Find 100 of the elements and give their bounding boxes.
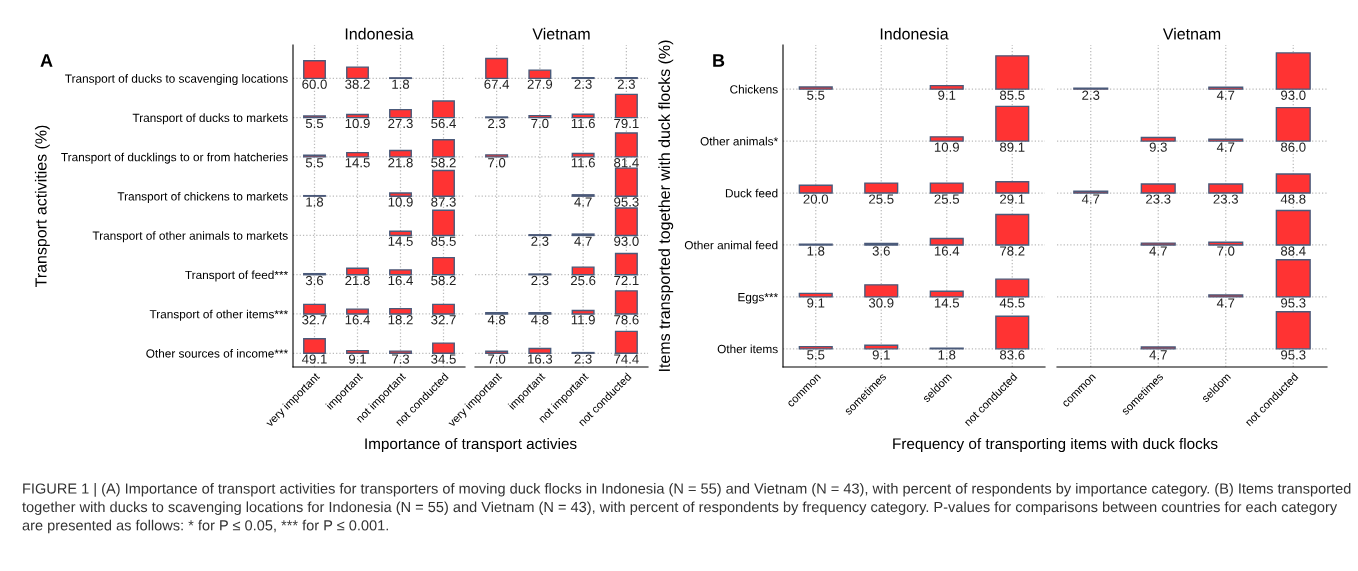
data-label: 2.3 — [574, 354, 592, 364]
data-label: 93.0 — [1281, 90, 1306, 100]
data-label: 7.0 — [488, 354, 506, 364]
caption: FIGURE 1 | (A) Importance of transport activities for transporters of moving duck flocks in Indonesia (N = 55) and Vietnam (N = 43), with percent of respondents by importance category. (B) Items transported together with ducks to scavenging locations for Indonesia (N = 55) and Vietnam (N = 43), with percent of respondents by frequency category. P-values for comparisons between countries for each category are presented as follows: * for P ≤ 0.05, *** for P ≤ 0.001. — [22, 483, 1351, 534]
text: Vietnam — [1162, 27, 1221, 40]
chart-title: B — [713, 54, 725, 67]
data-label: 7.3 — [392, 354, 410, 364]
data-label: 89.1 — [999, 142, 1025, 152]
data-label: 9.1 — [348, 354, 367, 364]
data-label: 5.5 — [807, 90, 825, 100]
data-label: 4.7 — [1216, 90, 1235, 100]
data-label: 95.3 — [1281, 350, 1306, 360]
data-label: 74.4 — [614, 354, 639, 364]
data-label: 11.6 — [571, 118, 595, 129]
data-label: 45.5 — [999, 298, 1025, 308]
data-label: 14.5 — [934, 298, 960, 308]
data-label: 4.8 — [487, 315, 506, 325]
data-label: 2.3 — [531, 275, 549, 286]
data-label: 2.3 — [1082, 90, 1100, 100]
data-label: 2.3 — [617, 79, 635, 89]
y-axis-title: Items transported together with duck flocks (%) — [658, 40, 674, 371]
data-label: 58.2 — [431, 158, 456, 168]
data-label: 38.2 — [345, 79, 370, 89]
data-label: 11.9 — [571, 315, 595, 325]
data-label: 9.1 — [938, 90, 956, 100]
data-label: 49.1 — [301, 354, 327, 364]
data-label: 9.1 — [872, 350, 890, 360]
data-label: 78.2 — [1000, 246, 1025, 256]
data-label: 85.5 — [999, 90, 1025, 100]
data-label: 5.5 — [305, 118, 324, 129]
data-label: 83.6 — [999, 350, 1025, 360]
data-label: 34.5 — [431, 354, 456, 364]
y-tick-label: Transport of other animals to markets — [92, 231, 288, 243]
data-label: 16.4 — [934, 246, 960, 256]
data-label: 95.3 — [1281, 298, 1306, 308]
data-label: 27.9 — [527, 79, 553, 89]
y-tick-label: Duck feed — [725, 188, 778, 198]
data-label: 86.0 — [1280, 142, 1306, 152]
data-label: 88.4 — [1280, 246, 1306, 256]
data-label: 60.0 — [302, 79, 327, 89]
data-label: 30.9 — [868, 298, 894, 308]
data-label: 79.1 — [614, 118, 639, 129]
x-axis-title: Importance of transport activies — [365, 437, 577, 453]
data-label: 72.1 — [614, 275, 639, 286]
y-axis-title: Transport activities (%) — [34, 125, 50, 287]
data-label: 11.6 — [571, 158, 595, 168]
data-label: 18.2 — [388, 315, 413, 325]
data-label: 2.3 — [531, 236, 549, 246]
data-label: 95.3 — [614, 197, 639, 207]
y-tick-label: Other animal feed — [684, 240, 778, 250]
data-label: 10.9 — [345, 118, 370, 129]
data-label: 3.6 — [305, 275, 324, 286]
y-tick-label: Transport of ducks to scavenging locations — [65, 74, 288, 86]
text: Indonesia — [345, 27, 414, 40]
y-tick-label: Other sources of income*** — [146, 348, 288, 358]
data-label: 21.8 — [388, 158, 413, 168]
data-label: 25.5 — [934, 194, 960, 204]
data-label: 7.0 — [531, 118, 549, 129]
x-axis-title: Frequency of transporting items with duck flocks — [893, 437, 1218, 453]
data-label: 9.1 — [807, 298, 825, 308]
data-label: 5.5 — [305, 158, 324, 168]
data-label: 85.5 — [431, 236, 456, 246]
y-tick-label: Transport of feed*** — [185, 270, 288, 282]
data-label: 7.0 — [1217, 246, 1235, 256]
text: Indonesia — [880, 27, 949, 40]
data-label: 93.0 — [614, 236, 639, 246]
y-tick-label: Chickens — [730, 84, 778, 94]
data-label: 9.3 — [1149, 142, 1167, 152]
data-label: 14.5 — [388, 236, 413, 246]
data-label: 3.6 — [872, 246, 890, 256]
data-label: 16.4 — [345, 315, 370, 325]
data-label: 23.3 — [1146, 194, 1171, 204]
data-label: 10.9 — [934, 142, 959, 152]
data-label: 4.7 — [574, 197, 592, 207]
data-label: 4.7 — [1216, 142, 1235, 152]
data-label: 16.3 — [528, 354, 553, 364]
data-label: 4.7 — [1149, 246, 1167, 256]
data-label: 1.8 — [807, 246, 825, 256]
data-label: 56.4 — [431, 118, 456, 129]
data-label: 27.3 — [388, 118, 413, 129]
data-label: 20.0 — [803, 194, 829, 204]
data-label: 1.8 — [306, 197, 324, 207]
text: A — [40, 54, 53, 67]
y-tick-label: Transport of ducks to markets — [132, 113, 288, 125]
data-label: 2.3 — [574, 79, 592, 89]
y-tick-label: Other animals* — [700, 136, 778, 146]
data-label: 14.5 — [345, 158, 370, 168]
data-label: 67.4 — [484, 79, 510, 89]
data-label: 1.8 — [938, 350, 956, 360]
data-label: 1.8 — [392, 79, 410, 89]
y-tick-label: Other items — [717, 344, 778, 354]
data-label: 4.7 — [1216, 298, 1235, 308]
data-label: 16.4 — [388, 275, 413, 286]
y-tick-label: Transport of other items*** — [149, 309, 288, 321]
text: Vietnam — [532, 27, 590, 40]
data-label: 4.7 — [574, 236, 592, 246]
data-label: 58.2 — [431, 275, 456, 286]
data-label: 4.7 — [1081, 194, 1100, 204]
data-label: 23.3 — [1213, 194, 1239, 204]
y-tick-label: Transport of chickens to markets — [117, 191, 288, 203]
